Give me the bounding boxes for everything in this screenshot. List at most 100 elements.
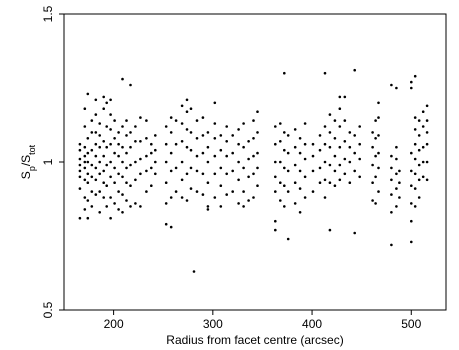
data-point <box>121 160 124 164</box>
data-point <box>242 205 245 208</box>
data-point <box>298 187 302 190</box>
data-point <box>231 134 234 137</box>
data-point <box>323 160 327 164</box>
data-point <box>358 142 362 146</box>
data-point <box>105 101 108 105</box>
data-point <box>102 196 105 199</box>
data-point <box>410 202 413 205</box>
data-point <box>219 148 223 152</box>
data-point <box>413 116 417 119</box>
data-point <box>213 122 217 125</box>
data-point <box>231 151 234 155</box>
data-point <box>395 172 398 176</box>
data-point <box>98 145 101 149</box>
data-point <box>185 199 189 202</box>
data-point <box>174 119 178 122</box>
data-point <box>213 154 217 158</box>
data-point <box>83 107 87 110</box>
data-point <box>274 160 277 164</box>
data-point <box>343 119 347 122</box>
data-point <box>283 184 286 187</box>
data-point <box>174 166 178 170</box>
data-point <box>358 175 362 179</box>
data-point <box>410 86 413 90</box>
data-point <box>195 154 199 158</box>
data-point <box>348 181 352 184</box>
data-point <box>390 193 393 196</box>
data-point <box>323 142 327 146</box>
data-point <box>189 107 193 110</box>
data-point <box>421 160 425 164</box>
data-point <box>109 196 112 199</box>
data-point <box>185 172 189 176</box>
data-point <box>279 140 282 143</box>
data-point <box>323 125 327 128</box>
data-point <box>279 199 282 202</box>
data-point <box>343 172 347 176</box>
data-point <box>343 95 347 99</box>
data-point <box>279 181 282 184</box>
data-point <box>129 145 132 149</box>
data-point <box>98 122 101 125</box>
data-point <box>425 119 429 122</box>
data-point <box>139 140 142 143</box>
data-point <box>353 231 357 235</box>
data-point <box>390 243 393 247</box>
data-point <box>117 208 120 211</box>
data-point <box>195 190 199 193</box>
data-point <box>421 175 425 179</box>
data-point <box>195 169 199 173</box>
data-point <box>134 160 137 164</box>
data-point <box>86 199 90 202</box>
data-point <box>353 134 357 137</box>
data-point <box>413 74 417 78</box>
data-point <box>377 134 380 137</box>
data-point <box>303 175 307 179</box>
data-point <box>180 196 184 199</box>
data-point <box>213 172 217 176</box>
data-point <box>78 175 82 179</box>
data-point <box>164 125 168 128</box>
data-point <box>413 142 417 146</box>
data-point <box>219 205 223 208</box>
data-point <box>303 122 307 125</box>
data-point <box>283 166 286 170</box>
data-point <box>298 169 302 173</box>
data-point <box>225 172 228 176</box>
data-point <box>311 154 315 158</box>
data-point <box>78 163 82 167</box>
data-point <box>252 196 255 199</box>
data-point <box>139 157 142 161</box>
data-point <box>206 160 210 164</box>
data-point <box>145 154 148 158</box>
data-point <box>125 166 128 170</box>
data-point <box>328 113 332 116</box>
data-point <box>134 178 137 182</box>
data-point <box>125 199 128 202</box>
data-point <box>206 208 210 211</box>
data-point <box>201 116 205 119</box>
data-point <box>180 140 184 143</box>
data-point <box>425 178 429 182</box>
data-point <box>102 181 105 184</box>
data-point <box>83 178 87 182</box>
data-point <box>398 169 401 173</box>
data-point <box>338 178 342 182</box>
data-point <box>377 151 380 155</box>
data-point <box>374 137 377 140</box>
data-point <box>328 228 332 232</box>
data-point <box>113 166 116 170</box>
data-point <box>134 202 137 205</box>
data-point <box>283 71 286 75</box>
data-point <box>286 169 290 173</box>
data-point <box>78 148 82 152</box>
data-point <box>139 116 142 119</box>
data-point <box>164 160 168 164</box>
data-point <box>86 181 90 184</box>
data-point <box>358 157 362 161</box>
data-point <box>121 175 124 179</box>
data-point <box>213 137 217 140</box>
data-point <box>180 122 184 125</box>
data-point <box>105 125 108 128</box>
data-point <box>421 125 425 128</box>
